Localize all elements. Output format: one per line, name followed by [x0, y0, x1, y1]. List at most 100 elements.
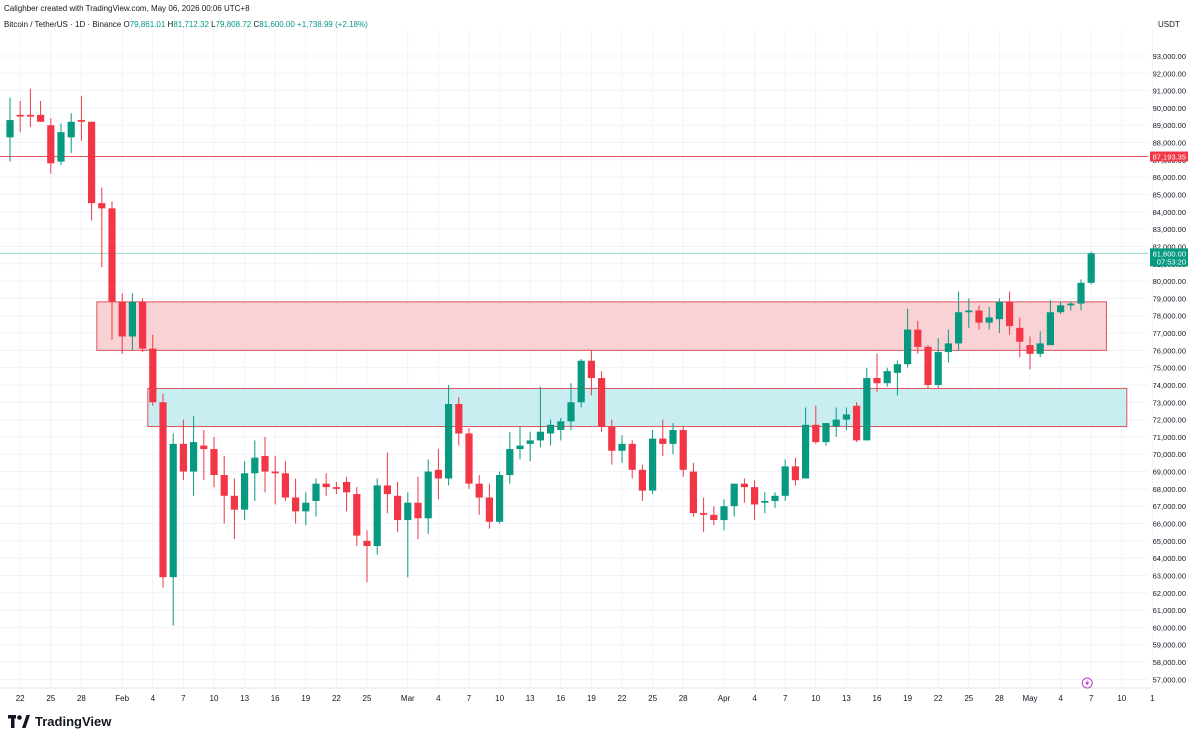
candle-body-up[interactable]	[536, 431, 544, 441]
tradingview-brand[interactable]: TradingView	[8, 714, 111, 729]
candle-body-up[interactable]	[496, 475, 504, 522]
candle-body-down[interactable]	[343, 481, 351, 493]
candle-body-up[interactable]	[557, 421, 565, 430]
candle-body-down[interactable]	[679, 429, 687, 470]
candle-body-down[interactable]	[485, 497, 493, 522]
candle-body-up[interactable]	[190, 442, 198, 472]
candle-body-up[interactable]	[893, 364, 901, 373]
candle-body-up[interactable]	[771, 495, 779, 501]
candle-body-down[interactable]	[628, 443, 636, 470]
candle-body-down[interactable]	[740, 483, 748, 488]
candle-body-down[interactable]	[455, 404, 463, 434]
candle-body-up[interactable]	[1077, 282, 1085, 304]
candle-body-down[interactable]	[77, 120, 85, 122]
candle-body-down[interactable]	[292, 497, 300, 512]
candle-body-up[interactable]	[445, 404, 453, 479]
candle-body-down[interactable]	[271, 471, 279, 474]
candle-body-down[interactable]	[587, 360, 595, 379]
candle-body-down[interactable]	[475, 483, 483, 498]
candle-body-up[interactable]	[802, 424, 810, 479]
candle-body-down[interactable]	[230, 495, 238, 510]
candle-body-down[interactable]	[700, 513, 708, 515]
candle-body-down[interactable]	[47, 125, 55, 164]
candle-body-down[interactable]	[791, 466, 799, 481]
candle-body-up[interactable]	[302, 502, 310, 512]
candle-body-down[interactable]	[1016, 327, 1024, 342]
candle-body-down[interactable]	[220, 475, 228, 496]
candle-body-up[interactable]	[241, 473, 249, 510]
candle-body-up[interactable]	[424, 471, 432, 519]
resistance-zone[interactable]	[96, 301, 1107, 351]
candle-body-up[interactable]	[251, 457, 259, 474]
candle-body-up[interactable]	[649, 438, 657, 491]
candle-body-up[interactable]	[669, 429, 677, 444]
candle-body-up[interactable]	[842, 414, 850, 420]
candle-body-down[interactable]	[16, 114, 24, 117]
candle-body-down[interactable]	[88, 121, 96, 204]
candle-body-down[interactable]	[608, 426, 616, 451]
candle-body-down[interactable]	[332, 487, 340, 489]
support-zone[interactable]	[147, 387, 1128, 428]
candle-body-down[interactable]	[1006, 301, 1014, 327]
candle-body-up[interactable]	[985, 317, 993, 323]
candle-body-up[interactable]	[506, 449, 514, 476]
candle-body-down[interactable]	[26, 114, 34, 117]
candle-body-up[interactable]	[1057, 305, 1065, 313]
candle-body-down[interactable]	[853, 405, 861, 441]
candle-body-down[interactable]	[98, 203, 106, 209]
candle-body-up[interactable]	[547, 424, 555, 434]
candle-body-up[interactable]	[312, 483, 320, 501]
candle-body-up[interactable]	[720, 506, 728, 521]
candle-body-up[interactable]	[1046, 312, 1054, 346]
candle-body-up[interactable]	[944, 343, 952, 353]
candle-body-up[interactable]	[883, 371, 891, 384]
candle-body-down[interactable]	[598, 378, 606, 427]
candle-body-down[interactable]	[179, 443, 187, 472]
candle-body-up[interactable]	[995, 301, 1003, 320]
candle-body-up[interactable]	[761, 500, 769, 503]
symbol-name[interactable]: Bitcoin / TetherUS · 1D · Binance	[4, 20, 122, 29]
candle-body-up[interactable]	[965, 310, 973, 313]
candle-body-down[interactable]	[210, 449, 218, 476]
candle-body-down[interactable]	[710, 514, 718, 521]
candle-body-down[interactable]	[914, 329, 922, 347]
candle-body-down[interactable]	[924, 346, 932, 385]
candle-body-up[interactable]	[526, 440, 534, 444]
candle-body-up[interactable]	[67, 121, 75, 138]
candle-body-down[interactable]	[353, 494, 361, 536]
candle-body-down[interactable]	[322, 483, 330, 488]
candle-body-up[interactable]	[822, 423, 830, 443]
candle-body-up[interactable]	[577, 360, 585, 403]
candle-body-up[interactable]	[1036, 343, 1044, 354]
candle-body-down[interactable]	[261, 455, 269, 472]
candle-body-down[interactable]	[638, 469, 646, 491]
candle-body-down[interactable]	[200, 445, 208, 450]
candle-body-down[interactable]	[689, 471, 697, 514]
candle-body-down[interactable]	[659, 438, 667, 444]
candle-body-up[interactable]	[373, 485, 381, 547]
candle-body-down[interactable]	[149, 348, 157, 403]
candle-body-down[interactable]	[118, 301, 126, 337]
candle-body-down[interactable]	[383, 485, 391, 495]
candle-body-down[interactable]	[751, 487, 759, 505]
candle-body-up[interactable]	[955, 312, 963, 344]
candle-body-up[interactable]	[169, 443, 177, 578]
candle-body-down[interactable]	[394, 495, 402, 521]
candle-body-down[interactable]	[1026, 345, 1034, 354]
candle-body-down[interactable]	[465, 433, 473, 484]
candle-body-down[interactable]	[414, 502, 422, 519]
candle-body-up[interactable]	[516, 445, 524, 450]
candle-body-down[interactable]	[363, 540, 371, 547]
candle-body-up[interactable]	[1067, 303, 1075, 306]
candle-body-down[interactable]	[159, 402, 167, 578]
candle-body-down[interactable]	[139, 301, 147, 349]
candle-body-up[interactable]	[1087, 253, 1095, 283]
candle-body-up[interactable]	[934, 352, 942, 385]
candle-body-up[interactable]	[730, 483, 738, 507]
candle-body-up[interactable]	[57, 132, 65, 162]
candle-body-down[interactable]	[812, 424, 820, 443]
candle-body-down[interactable]	[434, 469, 442, 479]
candle-body-down[interactable]	[873, 378, 881, 384]
event-marker-icon[interactable]	[1081, 677, 1093, 689]
